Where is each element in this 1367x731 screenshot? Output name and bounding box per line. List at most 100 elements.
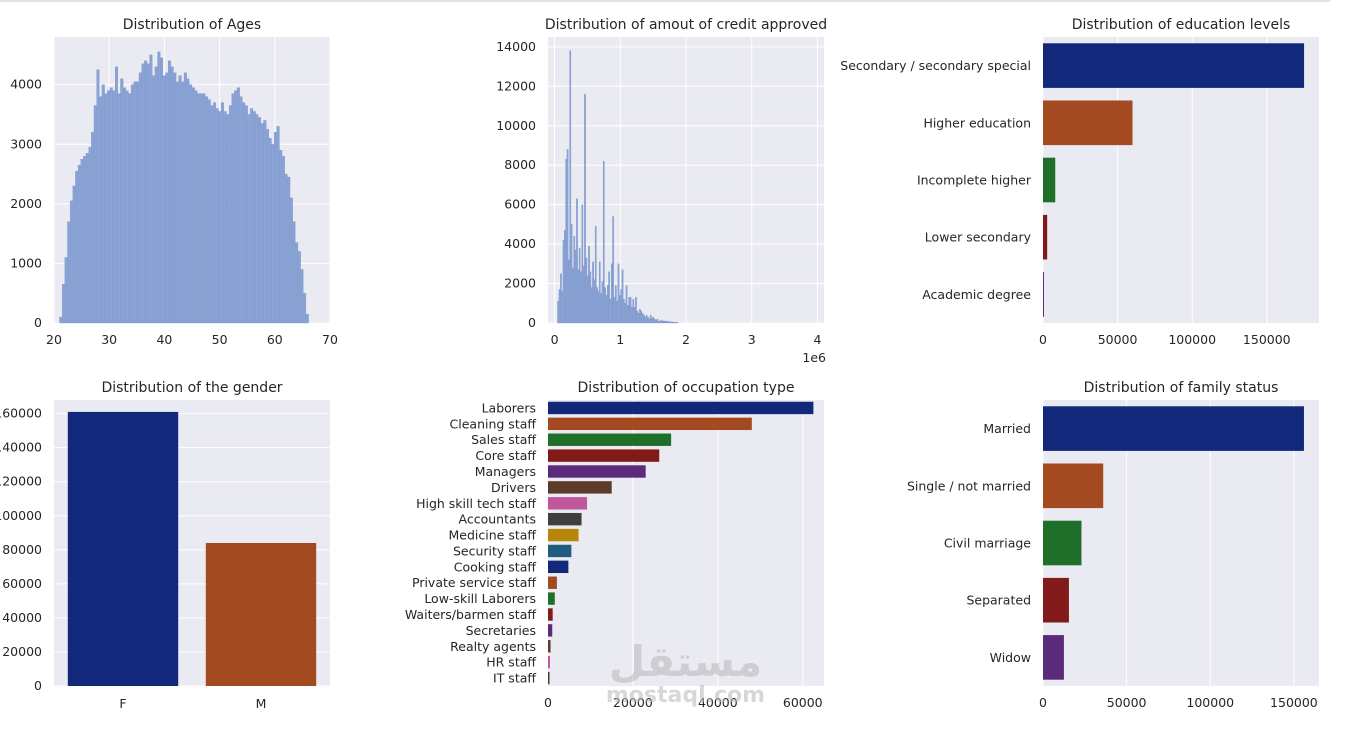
histogram-bar [669, 321, 672, 324]
bar [548, 417, 752, 431]
histogram-bar [268, 138, 272, 324]
histogram-bar [115, 66, 118, 324]
histogram-bar [608, 271, 610, 324]
histogram-bar [663, 320, 665, 324]
histogram-bar [228, 105, 232, 324]
y-tick-label: 20000 [2, 644, 42, 659]
y-tick-label: 2000 [504, 276, 536, 291]
histogram-bar [657, 320, 660, 324]
histogram-bar [564, 230, 566, 324]
bar [548, 481, 612, 494]
histogram-bar [112, 90, 116, 324]
y-category-label: Higher education [923, 115, 1031, 130]
histogram-bar [623, 299, 625, 324]
histogram-bar [643, 314, 645, 324]
y-category-label: High skill tech staff [416, 496, 536, 511]
y-tick-label: 8000 [504, 157, 536, 172]
histogram-bar [133, 81, 137, 324]
histogram-bar [612, 216, 614, 324]
x-tick-label: 150000 [1270, 695, 1318, 710]
histogram-bar [77, 164, 81, 324]
histogram-bar [279, 150, 283, 324]
histogram-bar [136, 81, 140, 324]
x-tick-label: 40 [156, 332, 172, 347]
bar [548, 671, 550, 685]
chart-title: Distribution of the gender [101, 380, 282, 396]
histogram-bar [181, 81, 185, 324]
histogram-bar [80, 158, 84, 324]
bar [548, 608, 553, 621]
histogram-bar [573, 236, 576, 324]
x-tick-label: 1 [616, 332, 624, 347]
x-tick-label: 20000 [613, 695, 653, 710]
histogram-bar [627, 305, 629, 324]
histogram-bar [572, 267, 574, 324]
y-category-label: Medicine staff [449, 528, 537, 543]
chart-title: Distribution of family status [1084, 380, 1279, 396]
x-tick-label: 70 [322, 332, 338, 347]
histogram-bar [234, 90, 238, 324]
histogram-bar [660, 319, 663, 324]
y-tick-label: 6000 [504, 197, 536, 212]
chart-education: 0 50000 100000 150000 Secondary / secondary … [840, 17, 1319, 347]
y-category-label: Managers [475, 464, 536, 479]
histogram-bar [594, 226, 597, 324]
x-category-label: F [119, 696, 126, 711]
y-category-label: Realty agents [450, 639, 536, 654]
y-tick-label: 4000 [504, 236, 536, 251]
histogram-bar [122, 87, 126, 324]
histogram-bar [175, 81, 179, 324]
y-tick-label: 14000 [496, 39, 536, 54]
y-category-label: Security staff [453, 543, 536, 558]
bar [205, 543, 317, 686]
histogram-bar [162, 75, 166, 324]
histogram-bar [667, 321, 669, 324]
histogram-bar [578, 247, 581, 324]
bar [1043, 406, 1304, 451]
histogram-bar [620, 289, 623, 324]
y-category-label: Cleaning staff [450, 416, 537, 431]
histogram-bar [635, 297, 637, 324]
histogram-bar [295, 242, 299, 324]
x-tick-label: 3 [748, 332, 756, 347]
histogram-bar [109, 87, 113, 324]
histogram-bar [289, 197, 293, 324]
x-tick-label: 50000 [1107, 695, 1147, 710]
histogram-bar [631, 307, 633, 324]
histogram-bar [644, 316, 647, 324]
chart-credit: 0 1 2 3 4 0 2000 4000 6000 8000 10000 12000 14000 1e6… [496, 17, 827, 365]
histogram-bar [160, 57, 164, 324]
y-category-label: Academic degree [922, 287, 1031, 302]
y-tick-label: 12000 [496, 78, 536, 93]
histogram-bar [271, 144, 275, 324]
x-tick-label: 4 [813, 332, 821, 347]
y-tick-label: 0 [34, 678, 42, 693]
x-tick-label: 100000 [1168, 332, 1216, 347]
bar [1043, 577, 1069, 623]
histogram-bar [91, 132, 95, 324]
histogram-bar [624, 303, 627, 324]
histogram-bar [64, 257, 68, 324]
histogram-bar [601, 281, 604, 324]
histogram-bar [582, 265, 585, 324]
histogram-bar [239, 96, 243, 324]
histogram-bar [85, 153, 89, 324]
histogram-bar [69, 200, 73, 324]
y-tick-label: 80000 [2, 542, 42, 557]
histogram-bar [609, 299, 612, 324]
histogram-bar [576, 198, 578, 324]
histogram-bar [661, 320, 664, 324]
x-tick-label: 50 [212, 332, 228, 347]
bar [548, 512, 582, 526]
histogram-bar [104, 93, 108, 324]
histogram-bar [585, 257, 588, 324]
chart-title: Distribution of occupation type [578, 380, 795, 396]
bar [1043, 100, 1133, 146]
y-tick-label: 140000 [0, 440, 42, 455]
bar [1043, 43, 1305, 88]
histogram-bar [300, 269, 304, 324]
histogram-bar [144, 60, 148, 324]
histogram-bar [125, 90, 129, 324]
histogram-bar [615, 285, 617, 324]
y-tick-label: 40000 [2, 610, 42, 625]
